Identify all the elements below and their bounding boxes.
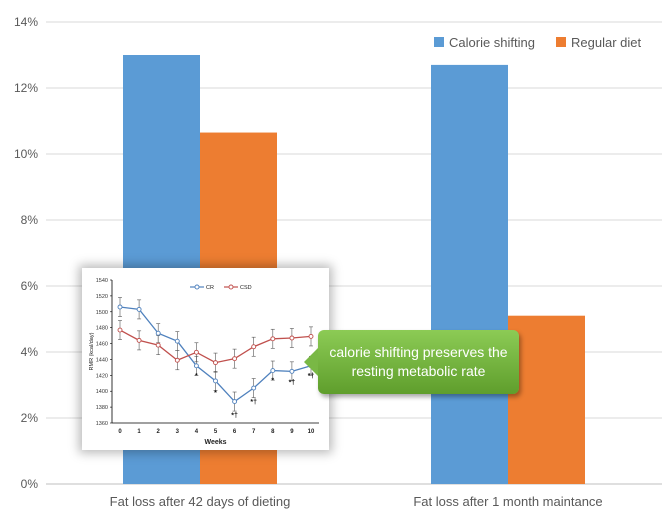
inset-y-tick-label: 1400 [96,389,108,395]
bar [431,64,508,485]
data-point [193,349,199,355]
data-point [136,306,142,312]
data-point [174,338,180,344]
significance-marker: *† [289,379,296,386]
inset-y-tick-label: 1460 [96,342,108,348]
inset-line-chart: 1360138014001420144014601480150015201540… [89,278,319,446]
significance-marker: * [214,390,217,397]
inset-rmr-chart-card: 1360 1380 1400 1420 1440 1460 1480 1500 1520 1540… [82,268,329,450]
inset-y-axis-label: RMR (kcal/day) [89,332,95,370]
significance-marker: * [271,378,274,385]
significance-marker: *† [231,413,238,420]
data-point [155,342,161,348]
data-point [308,333,314,339]
y-tick-label: 2% [21,411,39,425]
y-tick-label: 8% [21,213,39,227]
data-point [136,337,142,343]
inset-x-tick-label: 9 [290,429,294,435]
data-point [289,335,295,341]
data-point [232,399,238,405]
inset-y-tick-label: 1500 [96,310,108,316]
legend-label: Regular diet [571,35,641,50]
y-tick-label: 10% [14,147,38,161]
inset-x-tick-label: 5 [214,429,218,435]
data-point [289,368,295,374]
bar [508,315,585,484]
inset-x-tick-label: 7 [252,429,256,435]
y-tick-label: 6% [21,279,39,293]
significance-marker: *† [250,399,257,406]
y-tick-label: 14% [14,15,38,29]
data-point [213,378,218,384]
callout-arrow: calorie shifting preserves the resting m… [304,330,519,394]
data-point [251,385,257,391]
data-point [270,368,276,374]
inset-x-tick-label: 6 [233,429,237,435]
inset-y-tick-label: 1520 [96,294,108,300]
inset-y-tick-label: 1360 [96,421,108,427]
data-point [251,344,257,350]
legend-swatch [556,37,566,47]
inset-x-tick-label: 1 [137,429,141,435]
data-point [193,363,199,369]
data-point [174,357,180,363]
y-tick-label: 4% [21,345,39,359]
inset-y-tick-label: 1380 [96,405,108,411]
data-point [155,330,161,336]
inset-legend-label: CR [206,285,214,291]
inset-y-tick-label: 1480 [96,326,108,332]
inset-x-tick-label: 2 [157,429,161,435]
inset-legend-marker [228,284,234,290]
callout-text: calorie shifting preserves the resting m… [329,344,508,379]
data-point [232,356,238,362]
inset-x-tick-label: 10 [308,429,315,435]
significance-marker: * [195,373,198,380]
data-point [270,336,276,342]
legend-swatch [434,37,444,47]
data-point [117,304,123,310]
inset-y-tick-label: 1440 [96,357,108,363]
inset-x-tick-label: 4 [195,429,199,435]
inset-legend-label: CSD [240,285,252,291]
significance-marker: *† [308,373,315,380]
y-tick-label: 12% [14,81,38,95]
x-category-label: Fat loss after 1 month maintance [413,494,602,509]
inset-legend-marker [194,284,200,290]
inset-y-tick-label: 1540 [96,278,108,284]
inset-x-tick-label: 3 [176,429,180,435]
legend-label: Calorie shifting [449,35,535,50]
y-tick-label: 0% [21,477,39,491]
inset-y-tick-label: 1420 [96,373,108,379]
inset-x-axis-label: Weeks [204,439,226,446]
data-point [213,360,218,366]
data-point [117,327,123,333]
inset-x-tick-label: 0 [118,429,122,435]
inset-x-tick-label: 8 [271,429,275,435]
x-category-label: Fat loss after 42 days of dieting [110,494,291,509]
